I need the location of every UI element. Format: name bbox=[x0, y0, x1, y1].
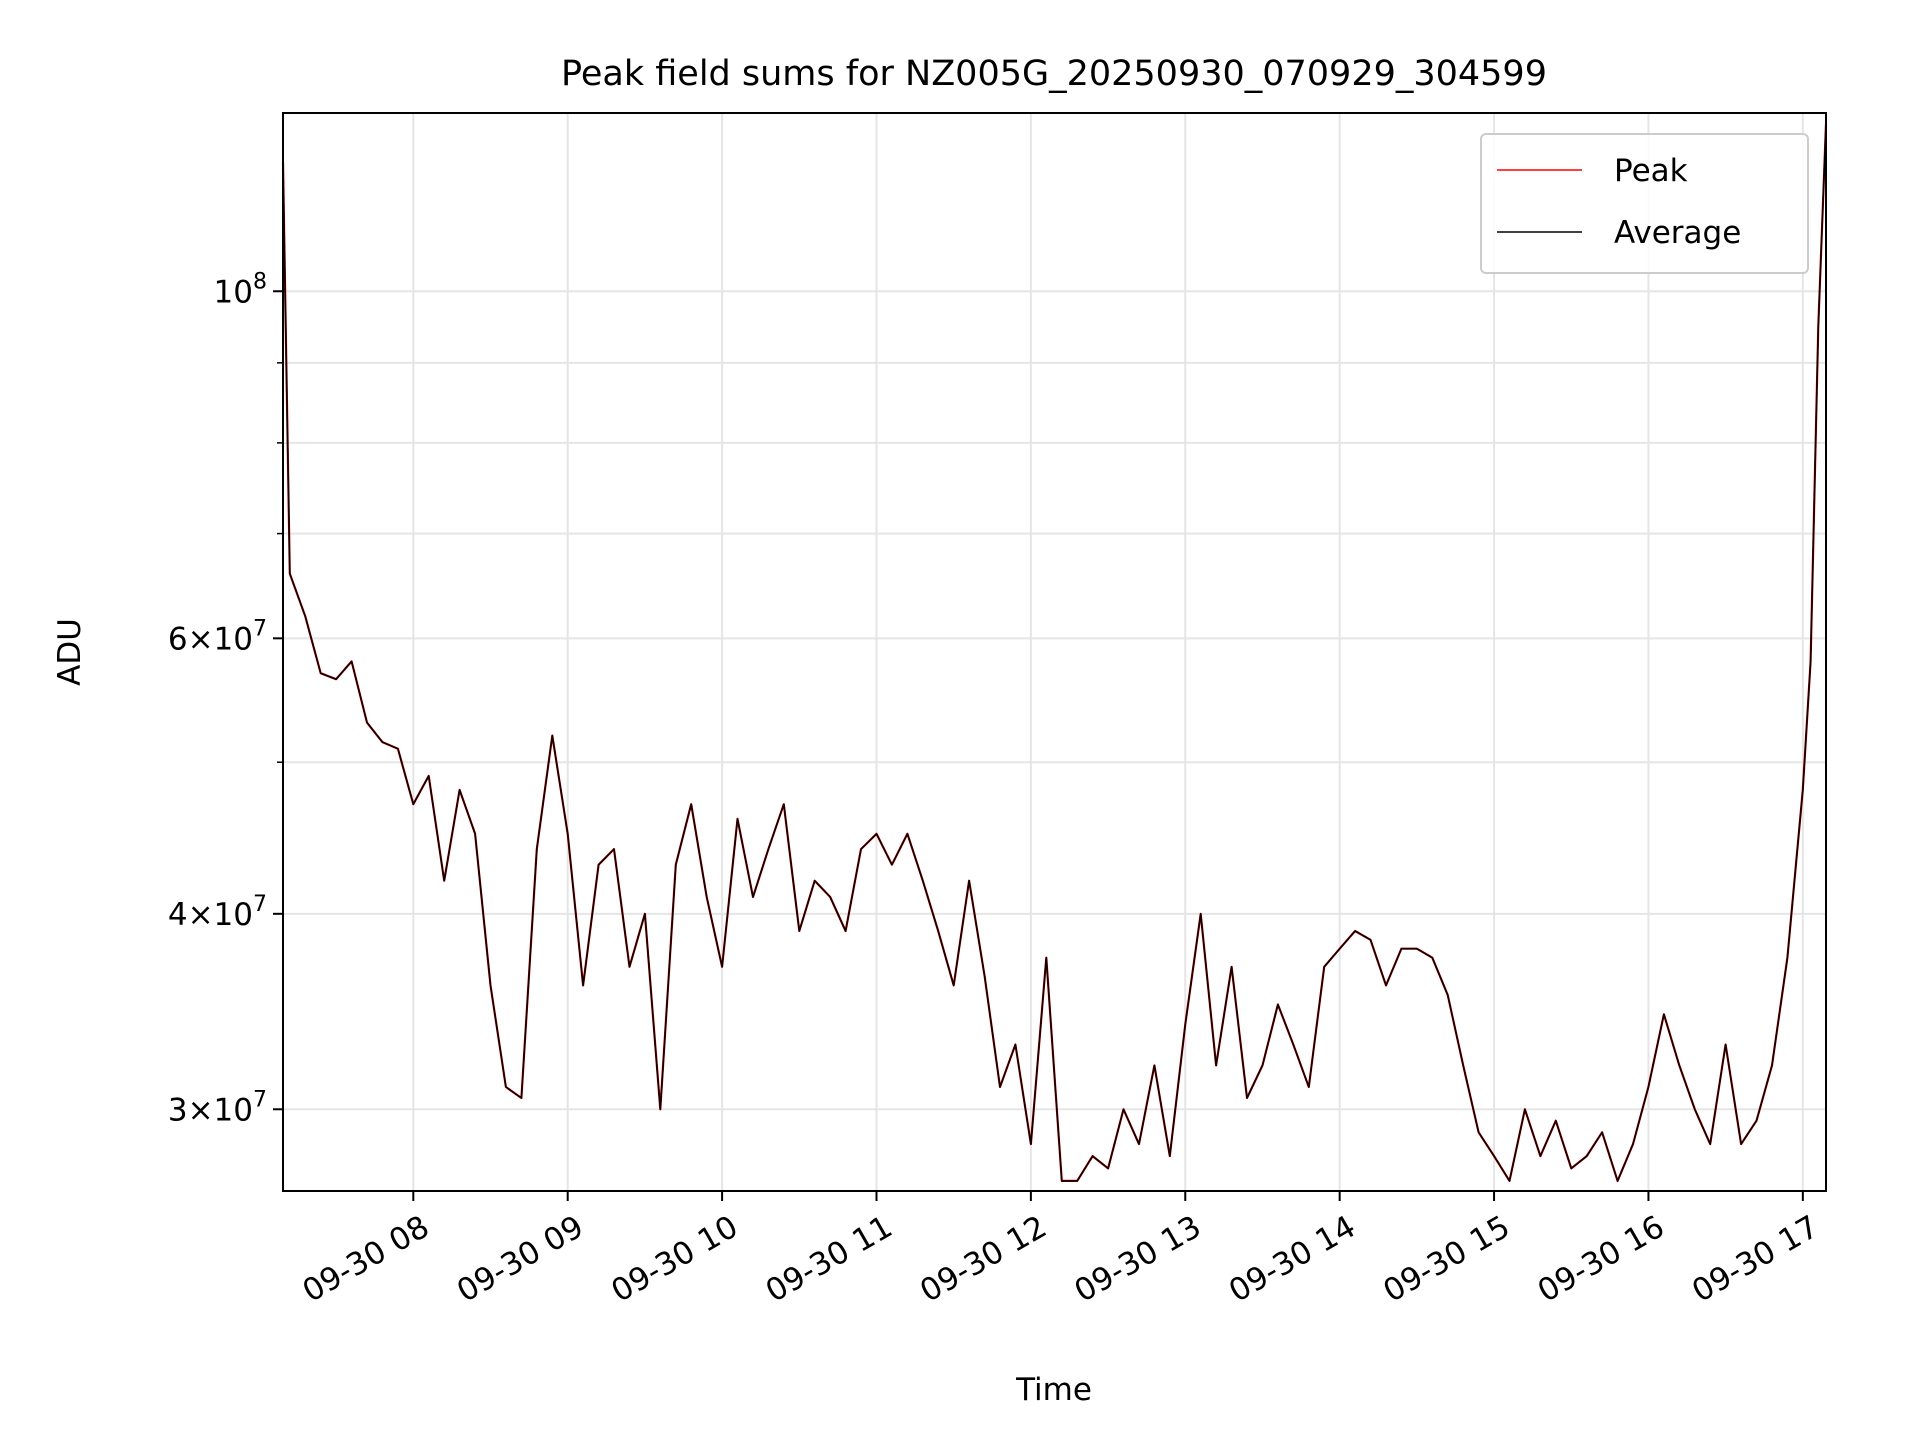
grid bbox=[283, 113, 1826, 1191]
x-axis-label: Time bbox=[1015, 1372, 1092, 1408]
legend: Peak Average bbox=[1480, 133, 1809, 274]
average-series-line bbox=[282, 123, 1827, 1182]
y-axis-label: ADU bbox=[52, 618, 88, 686]
legend-average-label: Average bbox=[1614, 215, 1741, 251]
y-tick-label: 4×107 bbox=[168, 892, 267, 933]
y-tick-label: 6×107 bbox=[168, 616, 267, 657]
legend-peak-label: Peak bbox=[1614, 153, 1688, 189]
y-axis: 3×107 4×107 6×107 108 bbox=[168, 269, 283, 1128]
y-tick-label: 108 bbox=[214, 269, 267, 310]
y-tick-label: 3×107 bbox=[168, 1087, 267, 1128]
chart-title: Peak field sums for NZ005G_20250930_0709… bbox=[561, 54, 1547, 94]
series-lines bbox=[281, 123, 1828, 1183]
legend-box bbox=[1480, 133, 1809, 274]
plot-frame bbox=[282, 112, 1827, 1192]
